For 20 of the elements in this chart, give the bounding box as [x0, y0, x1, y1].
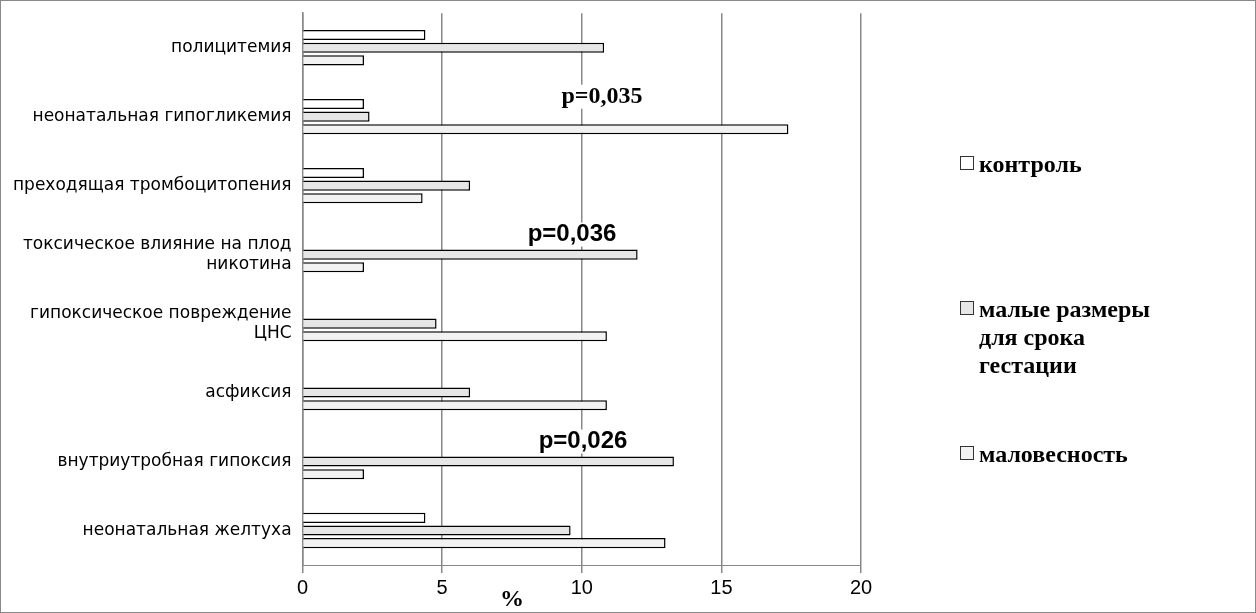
y-tick-label: токсическое влияние на плод никотина [22, 232, 292, 274]
x-tick-label: 5 [436, 575, 448, 598]
annotation: p=0,036 [527, 219, 617, 247]
y-tick-label: внутриутробная гипоксия [57, 449, 292, 470]
y-tick-label: гипоксическое повреждение ЦНС [30, 301, 292, 343]
text: маловесность [979, 440, 1128, 468]
x-tick-label: 20 [849, 575, 873, 598]
x-tick-label: 10 [570, 575, 593, 598]
text: контроль [979, 150, 1082, 178]
y-tick-label: асфиксия [205, 380, 292, 401]
annotation: p=0,026 [538, 426, 628, 454]
legend-label: малые размеры для срока гестации [979, 295, 1151, 379]
x-tick-label: 0 [297, 575, 309, 598]
y-tick-label: преходящая тромбоцитопения [13, 174, 292, 195]
x-axis-title: % [499, 585, 524, 611]
y-tick-label: неонатальная желтуха [82, 518, 292, 539]
y-tick-label: полицитемия [171, 36, 292, 57]
annotation: p=0,035 [561, 81, 643, 108]
x-tick-label: 15 [710, 575, 733, 598]
y-tick-label: неонатальная гипогликемия [32, 105, 292, 126]
